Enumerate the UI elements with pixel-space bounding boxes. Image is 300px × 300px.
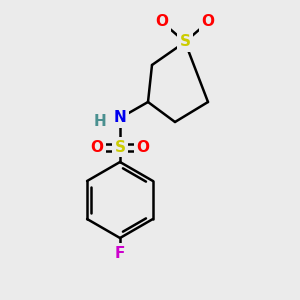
Text: O: O (91, 140, 103, 154)
Text: F: F (115, 245, 125, 260)
Text: S: S (115, 140, 125, 154)
Text: S: S (179, 34, 191, 50)
Text: H: H (94, 115, 106, 130)
Text: O: O (136, 140, 149, 154)
Text: O: O (202, 14, 214, 29)
Text: O: O (155, 14, 169, 29)
Text: N: N (114, 110, 126, 125)
